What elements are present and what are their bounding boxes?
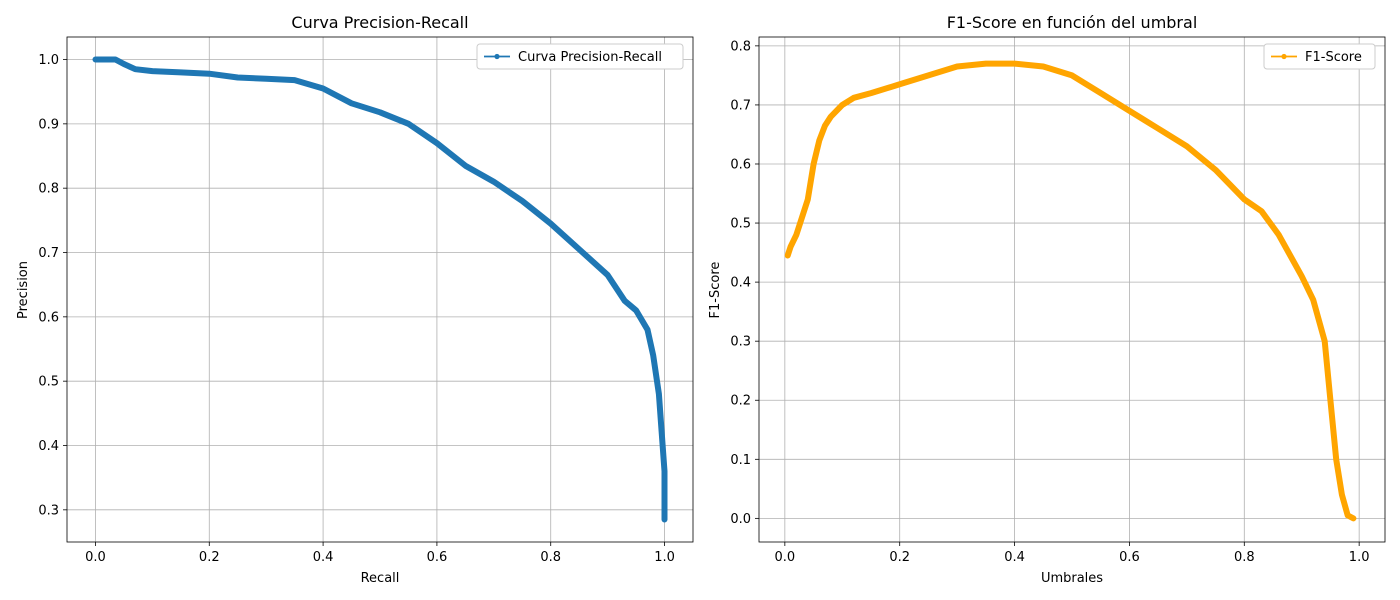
f1-x-tick-label: 0.2: [889, 550, 910, 565]
f1-plot-area: 0.0 0.2 0.4 0.6 0.8 1.0 0.0 0.1 0.2 0.3 0.4 0.5 0.6 0…: [730, 36, 1386, 565]
f1-y-tick-label: 0.0: [730, 512, 751, 527]
f1-legend-label: F1-Score: [1305, 50, 1362, 65]
f1-legend-box: [1263, 43, 1376, 70]
pr-chart: Curva Precision-Recall Recall Precision: [16, 13, 469, 586]
f1-axes-frame: [758, 36, 1386, 543]
f1-x-tick-label: 0.4: [1004, 550, 1025, 565]
pr-chart-title: Curva Precision-Recall: [291, 13, 468, 32]
f1-series-line: [784, 60, 1357, 522]
f1-chart: F1-Score en función del umbral Umbrales …: [708, 13, 1197, 586]
f1-legend: F1-Score: [1263, 43, 1376, 70]
pr-x-tick-label: 0.0: [85, 550, 106, 565]
f1-y-tick-label: 0.8: [730, 39, 751, 54]
pr-series-line: [92, 56, 668, 523]
f1-x-tick-label: 0.8: [1234, 550, 1255, 565]
pr-legend-label: Curva Precision-Recall: [518, 50, 662, 65]
f1-y-tick-label: 0.7: [730, 98, 751, 113]
pr-y-tick-label: 0.5: [38, 375, 59, 390]
pr-y-tick-label: 0.6: [38, 310, 59, 325]
f1-x-tick-label: 0.6: [1119, 550, 1140, 565]
pr-axes-frame: [66, 36, 694, 543]
pr-y-tick-label: 0.3: [38, 503, 59, 518]
pr-y-tick-label: 0.9: [38, 117, 59, 132]
pr-x-tick-label: 0.2: [199, 550, 220, 565]
pr-x-axis-label: Recall: [361, 571, 400, 586]
pr-x-tick-label: 0.4: [313, 550, 334, 565]
pr-x-tick-label: 1.0: [654, 550, 675, 565]
f1-x-axis-label: Umbrales: [1041, 571, 1103, 586]
pr-y-tick-label: 0.7: [38, 246, 59, 261]
pr-legend-marker: [494, 53, 500, 60]
f1-legend-marker: [1281, 53, 1287, 60]
pr-legend: Curva Precision-Recall: [476, 43, 684, 70]
f1-y-tick-label: 0.1: [730, 453, 751, 468]
f1-x-tick-label: 1.0: [1349, 550, 1370, 565]
pr-series-line-core: [95, 58, 666, 520]
pr-y-axis-label: Precision: [16, 261, 31, 319]
f1-y-axis-label: F1-Score: [708, 262, 723, 319]
f1-series-line-core: [786, 62, 1354, 520]
f1-y-tick-label: 0.6: [730, 157, 751, 172]
f1-x-tick-label: 0.0: [775, 550, 796, 565]
pr-legend-box: [476, 43, 684, 70]
pr-x-tick-label: 0.8: [540, 550, 561, 565]
pr-y-tick-label: 0.8: [38, 182, 59, 197]
f1-chart-title: F1-Score en función del umbral: [947, 13, 1198, 32]
f1-y-tick-label: 0.3: [730, 335, 751, 350]
f1-y-tick-label: 0.2: [730, 394, 751, 409]
f1-y-tick-label: 0.5: [730, 217, 751, 232]
f1-y-tick-label: 0.4: [730, 276, 751, 291]
pr-x-tick-label: 0.6: [427, 550, 448, 565]
pr-plot-area: 0.0 0.2 0.4 0.6 0.8 1.0 0.3 0.4 0.5 0.6 0.7 0.8 0.9 1…: [38, 36, 694, 565]
pr-y-tick-label: 0.4: [38, 439, 59, 454]
pr-y-tick-label: 1.0: [38, 53, 59, 68]
